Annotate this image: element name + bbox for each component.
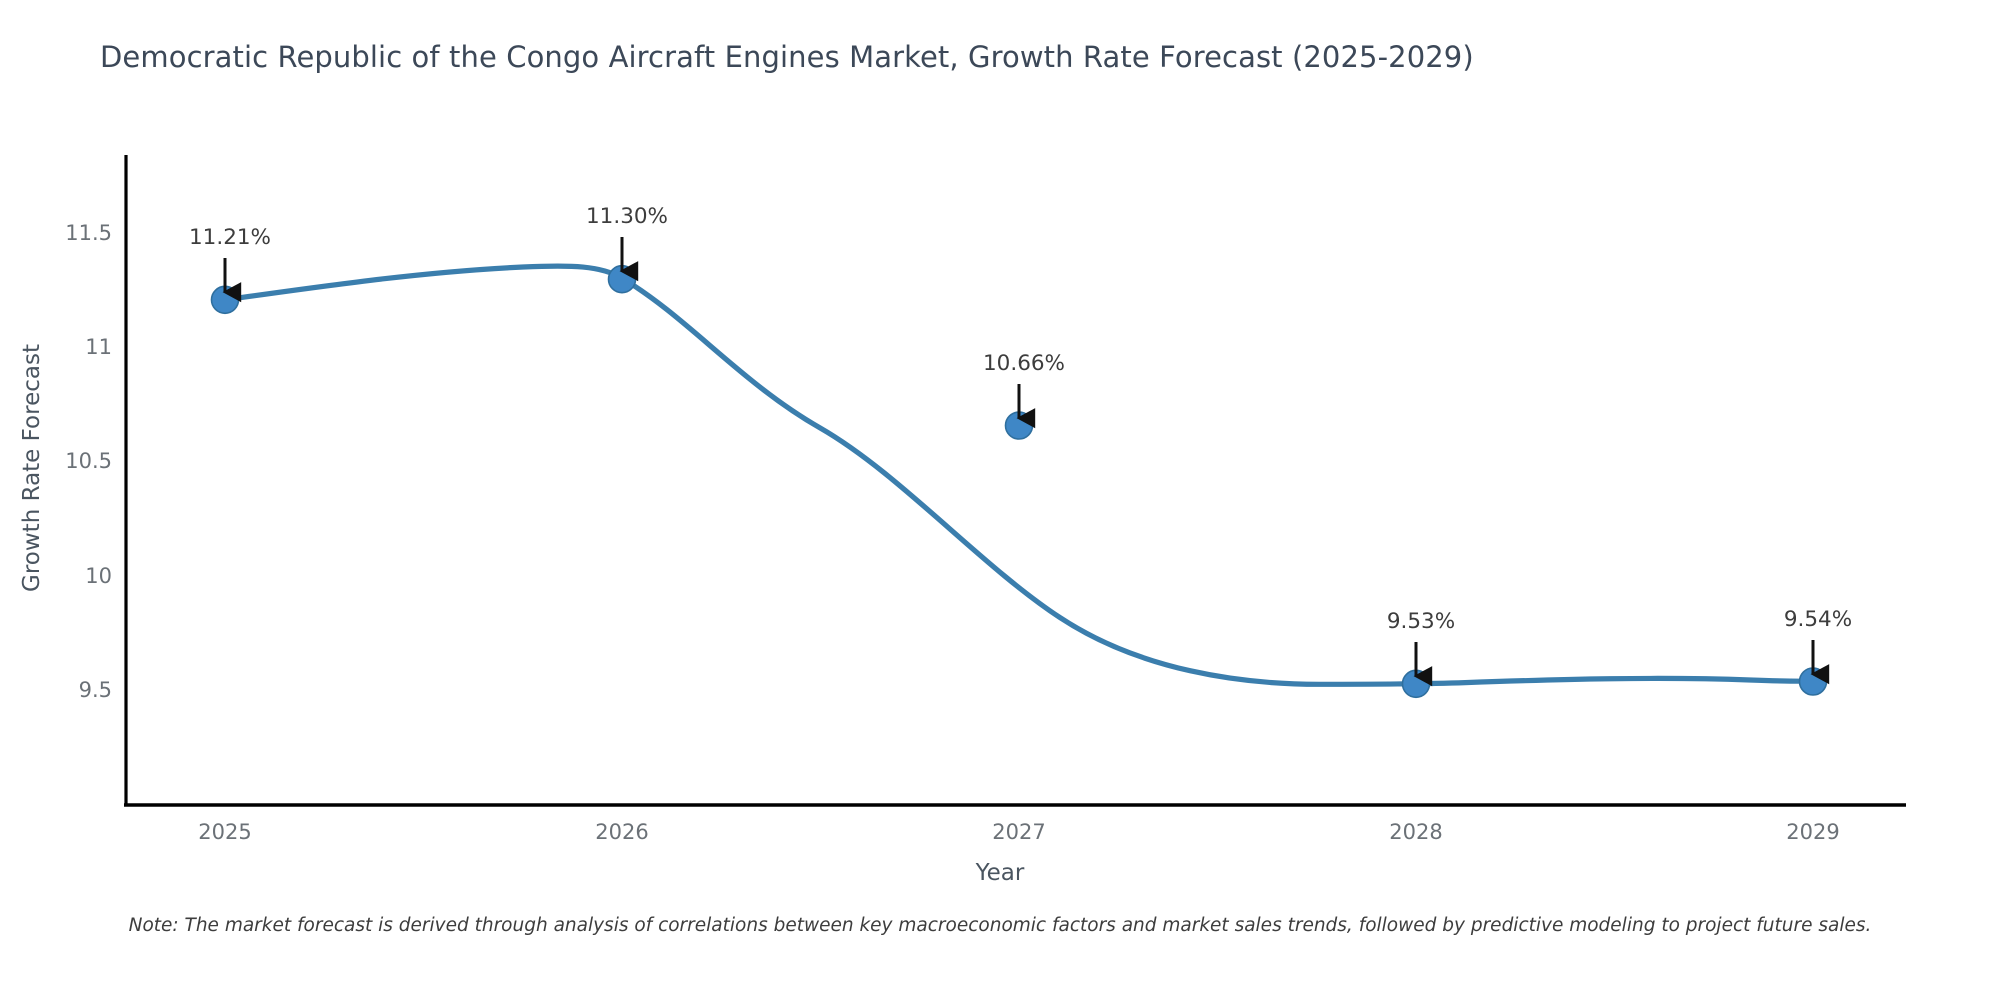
data-point-label: 11.30% bbox=[586, 204, 668, 229]
chart-title: Democratic Republic of the Congo Aircraf… bbox=[100, 40, 1474, 74]
data-point-label: 9.53% bbox=[1386, 609, 1456, 634]
x-tick-label: 2025 bbox=[198, 820, 252, 844]
data-point-label: 11.21% bbox=[189, 225, 271, 250]
y-tick-label: 11.5 bbox=[65, 221, 112, 245]
y-tick-label: 11 bbox=[85, 335, 112, 359]
data-point-label: 9.54% bbox=[1783, 607, 1853, 632]
y-tick-label: 10 bbox=[85, 564, 112, 588]
x-tick-label: 2026 bbox=[595, 820, 649, 844]
chart-footnote: Note: The market forecast is derived thr… bbox=[128, 915, 1872, 936]
data-line-series-1 bbox=[222, 263, 1816, 687]
x-axis-title: Year bbox=[975, 860, 1025, 886]
x-tick-label: 2028 bbox=[1389, 820, 1443, 844]
x-tick-label: 2029 bbox=[1786, 820, 1840, 844]
data-point-label: 10.66% bbox=[983, 351, 1065, 376]
x-tick-label: 2027 bbox=[992, 820, 1046, 844]
y-tick-label: 10.5 bbox=[65, 449, 112, 473]
y-tick-label: 9.5 bbox=[78, 678, 112, 702]
